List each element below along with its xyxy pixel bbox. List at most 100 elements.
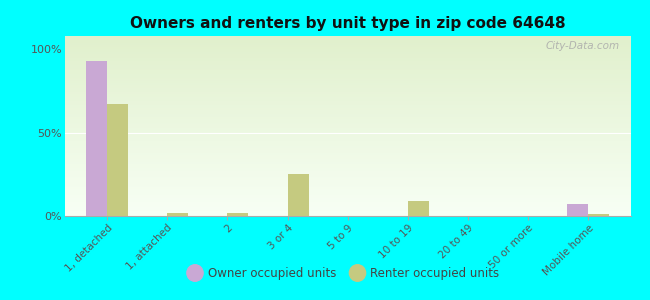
Bar (65, 176, 630, 178)
Bar (65, 52, 630, 54)
Text: City-Data.com: City-Data.com (545, 41, 619, 51)
Bar (65, 175, 630, 176)
Title: Owners and renters by unit type in zip code 64648: Owners and renters by unit type in zip c… (130, 16, 566, 31)
Bar (65, 121, 630, 122)
Bar (65, 86, 630, 88)
Bar (65, 94, 630, 95)
Bar (65, 180, 630, 182)
Bar (65, 108, 630, 110)
Bar (65, 81, 630, 83)
Bar (65, 131, 630, 133)
Bar (65, 202, 630, 203)
Bar (65, 79, 630, 81)
Bar (65, 126, 630, 128)
Bar (65, 97, 630, 99)
Bar (65, 104, 630, 106)
Bar (65, 194, 630, 196)
Bar (65, 36, 630, 38)
Bar (65, 122, 630, 124)
Bar (65, 137, 630, 139)
Bar (65, 146, 630, 148)
Bar (65, 56, 630, 58)
Bar (65, 103, 630, 104)
Bar (287, 174, 309, 216)
Bar (65, 167, 630, 169)
Bar (65, 70, 630, 72)
Bar (65, 187, 630, 189)
Bar (65, 50, 630, 52)
Bar (65, 140, 630, 142)
Bar (65, 144, 630, 146)
Bar (65, 198, 630, 200)
Bar (65, 207, 630, 209)
Bar (65, 124, 630, 126)
Bar (65, 110, 630, 112)
Bar (65, 196, 630, 198)
Bar (65, 214, 630, 216)
Bar (227, 213, 248, 216)
Bar (65, 115, 630, 117)
Bar (65, 148, 630, 149)
Bar (65, 209, 630, 211)
Bar (65, 61, 630, 63)
Bar (65, 41, 630, 43)
Bar (167, 213, 188, 216)
Bar (65, 65, 630, 67)
Bar (65, 203, 630, 205)
Bar (65, 85, 630, 86)
Bar (65, 83, 630, 85)
Bar (65, 133, 630, 135)
Bar (65, 189, 630, 191)
Text: Owner occupied units: Owner occupied units (208, 266, 337, 280)
Bar (65, 166, 630, 167)
Bar (65, 184, 630, 185)
Bar (65, 113, 630, 115)
Bar (65, 88, 630, 90)
Bar (65, 67, 630, 68)
Bar (65, 130, 630, 131)
Bar (65, 112, 630, 113)
Bar (65, 139, 630, 140)
Bar (65, 212, 630, 214)
Bar (65, 45, 630, 47)
Bar (65, 135, 630, 137)
Bar (65, 151, 630, 153)
Bar (65, 169, 630, 171)
Bar (65, 40, 630, 41)
Bar (65, 178, 630, 180)
Bar (65, 164, 630, 166)
Bar (588, 214, 610, 216)
Bar (65, 193, 630, 194)
Bar (86, 61, 107, 216)
Bar (107, 104, 128, 216)
Bar (408, 201, 429, 216)
Bar (65, 200, 630, 202)
Bar (65, 128, 630, 130)
Text: Renter occupied units: Renter occupied units (370, 266, 500, 280)
Bar (65, 49, 630, 50)
Bar (65, 149, 630, 151)
Bar (65, 171, 630, 173)
Bar (65, 182, 630, 184)
Bar (65, 160, 630, 162)
Bar (65, 92, 630, 94)
Bar (65, 101, 630, 103)
Bar (65, 106, 630, 108)
Bar (65, 153, 630, 155)
Bar (65, 142, 630, 144)
Bar (65, 54, 630, 56)
Bar (65, 47, 630, 49)
Bar (65, 173, 630, 175)
Bar (65, 158, 630, 160)
Bar (65, 58, 630, 59)
Bar (65, 63, 630, 65)
Bar (65, 211, 630, 212)
Bar (65, 95, 630, 97)
Bar (65, 191, 630, 193)
Bar (65, 162, 630, 164)
Bar (65, 205, 630, 207)
Bar (65, 72, 630, 74)
Bar (567, 204, 588, 216)
Bar (65, 185, 630, 187)
Bar (65, 74, 630, 76)
